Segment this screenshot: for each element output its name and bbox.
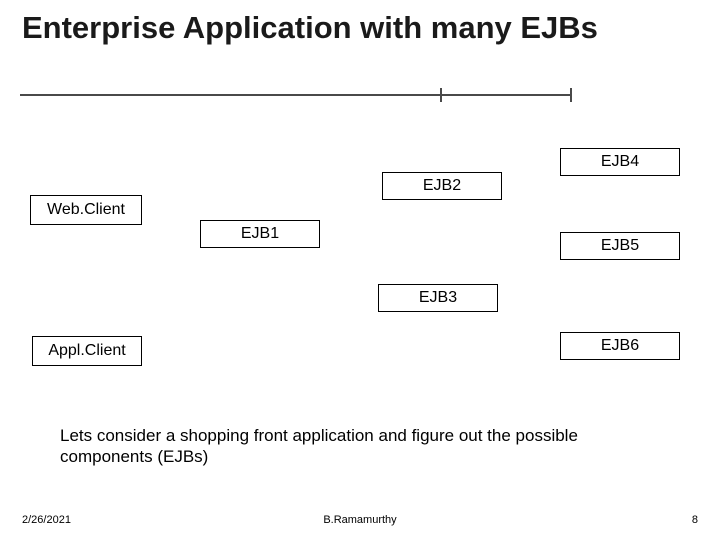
node-ejb2-label: EJB2 [423,177,461,195]
node-ejb1-label: EJB1 [241,225,279,243]
node-ejb6: EJB6 [560,332,680,360]
node-ejb6-label: EJB6 [601,337,639,355]
node-ejb5: EJB5 [560,232,680,260]
node-applclient: Appl.Client [32,336,142,366]
title-tick-2 [570,88,572,102]
node-webclient-label: Web.Client [47,201,125,219]
node-ejb2: EJB2 [382,172,502,200]
node-ejb1: EJB1 [200,220,320,248]
node-ejb4-label: EJB4 [601,153,639,171]
title-tick-1 [440,88,442,102]
slide-title: Enterprise Application with many EJBs [22,10,598,46]
node-applclient-label: Appl.Client [48,342,125,360]
node-ejb4: EJB4 [560,148,680,176]
node-ejb5-label: EJB5 [601,237,639,255]
slide: Enterprise Application with many EJBs We… [0,0,720,540]
node-ejb3: EJB3 [378,284,498,312]
title-rule [20,94,570,96]
footer-author: B.Ramamurthy [0,514,720,526]
node-ejb3-label: EJB3 [419,289,457,307]
description: Lets consider a shopping front applicati… [60,425,640,468]
footer-page: 8 [692,514,698,526]
node-webclient: Web.Client [30,195,142,225]
